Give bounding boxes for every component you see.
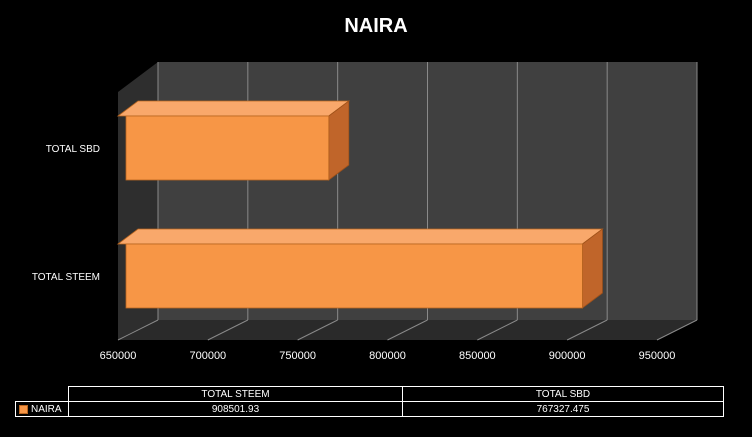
gridline-floor: [566, 319, 608, 341]
x-tick-label: 650000: [100, 350, 137, 362]
y-category-label: TOTAL SBD: [46, 144, 100, 155]
bar: [125, 243, 583, 309]
x-tick-label: 700000: [189, 350, 226, 362]
data-table: TOTAL STEEM TOTAL SBD NAIRA 908501.93 76…: [0, 384, 752, 437]
table-header-sbd: TOTAL SBD: [402, 386, 724, 402]
y-category-label: TOTAL STEEM: [32, 272, 100, 283]
bar-top: [116, 100, 350, 117]
gridline-floor: [477, 319, 518, 341]
legend-key: [19, 404, 28, 414]
bar: [125, 115, 330, 181]
table-header-steem: TOTAL STEEM: [68, 386, 403, 402]
gridline-floor: [117, 319, 159, 341]
table-row-label: NAIRA: [31, 404, 62, 415]
table-value-steem: 908501.93: [68, 401, 403, 417]
x-tick-label: 950000: [639, 350, 676, 362]
table-row-label-cell: NAIRA: [15, 401, 69, 417]
x-tick-label: 850000: [459, 350, 496, 362]
x-tick-label: 900000: [549, 350, 586, 362]
x-tick-label: 750000: [279, 350, 316, 362]
gridline-floor: [387, 319, 428, 341]
gridline-floor: [656, 319, 698, 341]
chart-title: NAIRA: [344, 15, 407, 37]
gridline-floor: [297, 319, 338, 341]
x-tick-label: 800000: [369, 350, 406, 362]
bar-top: [116, 228, 604, 245]
chart-area: NAIRA TOTAL STEEM TOTAL SBD 650000 700000 7…: [32, 15, 698, 362]
gridline-floor: [207, 319, 249, 341]
table-value-sbd: 767327.475: [402, 401, 724, 417]
